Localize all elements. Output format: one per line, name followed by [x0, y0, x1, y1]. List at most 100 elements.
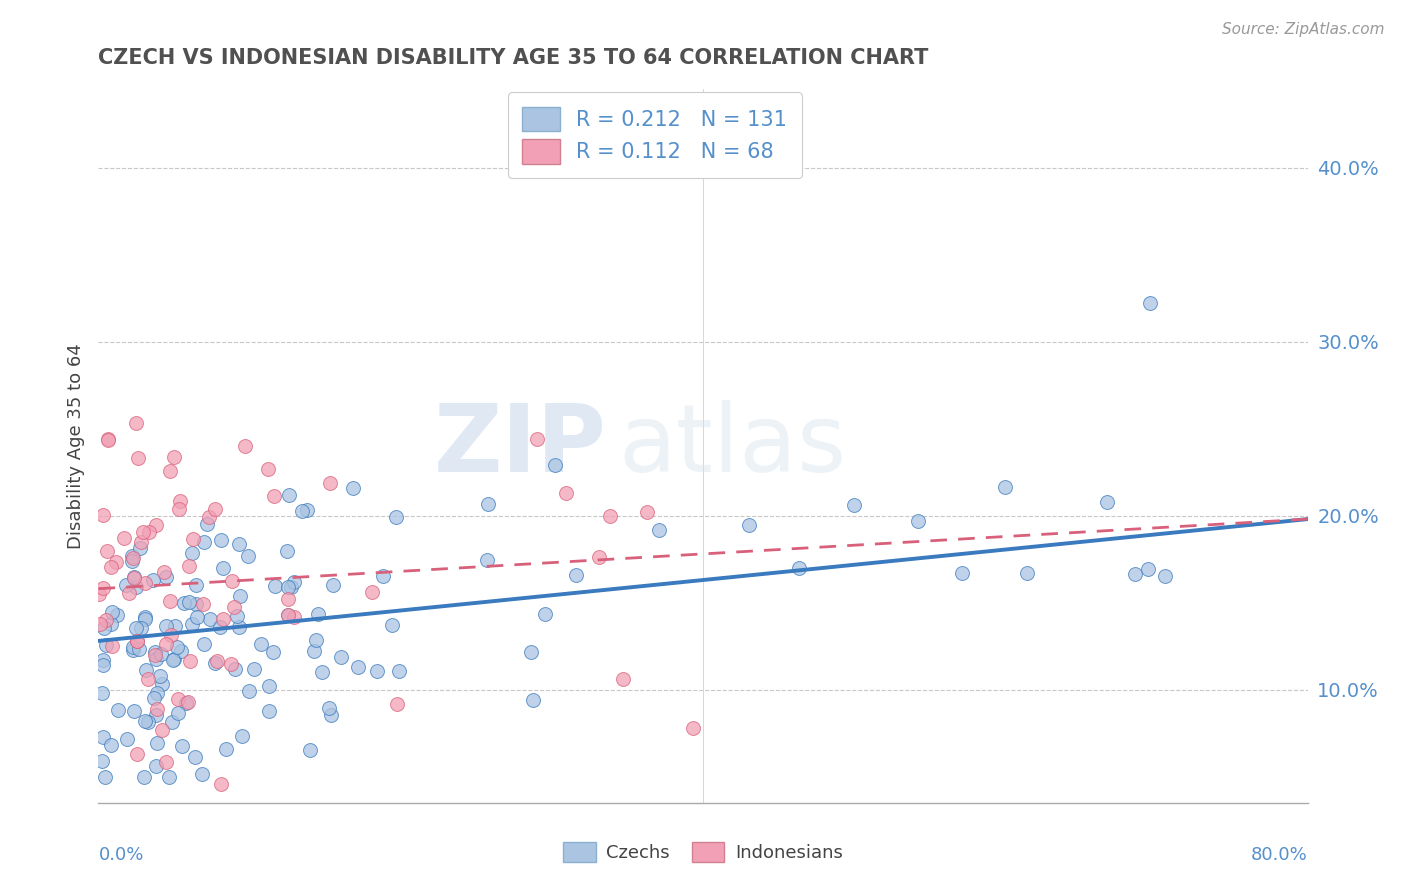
Point: [155, 637, 177, 651]
Point: [347, 660, 370, 674]
Point: [142, 573, 165, 587]
Point: [155, 618, 177, 632]
Point: [198, 509, 221, 524]
Point: [522, 693, 544, 707]
Point: [122, 704, 145, 718]
Point: [122, 551, 145, 566]
Legend: R = 0.212   N = 131, R = 0.112   N = 68: R = 0.212 N = 131, R = 0.112 N = 68: [508, 93, 801, 178]
Point: [87, 587, 110, 601]
Point: [198, 612, 221, 626]
Point: [136, 714, 159, 729]
Point: [159, 627, 181, 641]
Point: [682, 721, 704, 735]
Point: [1097, 495, 1119, 509]
Point: [263, 489, 285, 503]
Point: [166, 640, 188, 655]
Point: [257, 679, 280, 693]
Point: [238, 683, 260, 698]
Point: [204, 501, 226, 516]
Point: [129, 621, 152, 635]
Point: [544, 458, 567, 473]
Point: [122, 643, 145, 657]
Point: [277, 580, 299, 594]
Point: [97, 433, 120, 447]
Point: [787, 561, 810, 575]
Point: [1017, 566, 1039, 581]
Point: [264, 579, 287, 593]
Point: [163, 619, 186, 633]
Point: [204, 656, 226, 670]
Point: [534, 607, 557, 621]
Point: [307, 607, 329, 622]
Point: [555, 486, 578, 500]
Point: [211, 612, 233, 626]
Point: [242, 662, 264, 676]
Point: [360, 585, 382, 599]
Point: [127, 634, 149, 648]
Point: [318, 701, 340, 715]
Point: [228, 537, 250, 551]
Point: [177, 595, 200, 609]
Point: [112, 531, 135, 545]
Point: [166, 691, 188, 706]
Point: [129, 534, 152, 549]
Point: [257, 704, 280, 718]
Point: [221, 574, 243, 589]
Point: [134, 575, 156, 590]
Point: [96, 544, 118, 558]
Point: [276, 543, 298, 558]
Point: [177, 696, 200, 710]
Point: [91, 657, 114, 672]
Text: 80.0%: 80.0%: [1251, 847, 1308, 864]
Point: [205, 654, 228, 668]
Point: [250, 637, 273, 651]
Point: [262, 645, 284, 659]
Point: [146, 702, 169, 716]
Point: [101, 606, 124, 620]
Point: [155, 756, 177, 770]
Point: [180, 616, 202, 631]
Point: [366, 664, 388, 678]
Point: [121, 640, 143, 655]
Point: [298, 743, 321, 757]
Point: [599, 508, 621, 523]
Point: [105, 608, 128, 623]
Point: [385, 510, 408, 524]
Point: [342, 481, 364, 495]
Point: [222, 599, 245, 614]
Point: [118, 586, 141, 600]
Y-axis label: Disability Age 35 to 64: Disability Age 35 to 64: [66, 343, 84, 549]
Point: [125, 621, 148, 635]
Point: [224, 662, 246, 676]
Point: [105, 555, 128, 569]
Point: [160, 714, 183, 729]
Point: [297, 503, 319, 517]
Point: [132, 524, 155, 539]
Point: [1136, 562, 1159, 576]
Point: [100, 616, 122, 631]
Point: [121, 549, 143, 564]
Point: [209, 777, 232, 791]
Point: [159, 594, 181, 608]
Point: [170, 644, 193, 658]
Point: [134, 609, 156, 624]
Point: [283, 610, 305, 624]
Point: [181, 532, 204, 546]
Point: [167, 502, 190, 516]
Point: [738, 518, 761, 533]
Point: [101, 639, 124, 653]
Point: [91, 653, 114, 667]
Point: [519, 645, 541, 659]
Point: [565, 568, 588, 582]
Point: [215, 741, 238, 756]
Point: [97, 432, 120, 446]
Point: [311, 665, 333, 679]
Point: [163, 652, 186, 666]
Point: [257, 462, 280, 476]
Point: [90, 754, 112, 768]
Point: [169, 494, 191, 508]
Point: [236, 549, 259, 563]
Point: [121, 554, 143, 568]
Point: [950, 566, 973, 581]
Point: [280, 580, 302, 594]
